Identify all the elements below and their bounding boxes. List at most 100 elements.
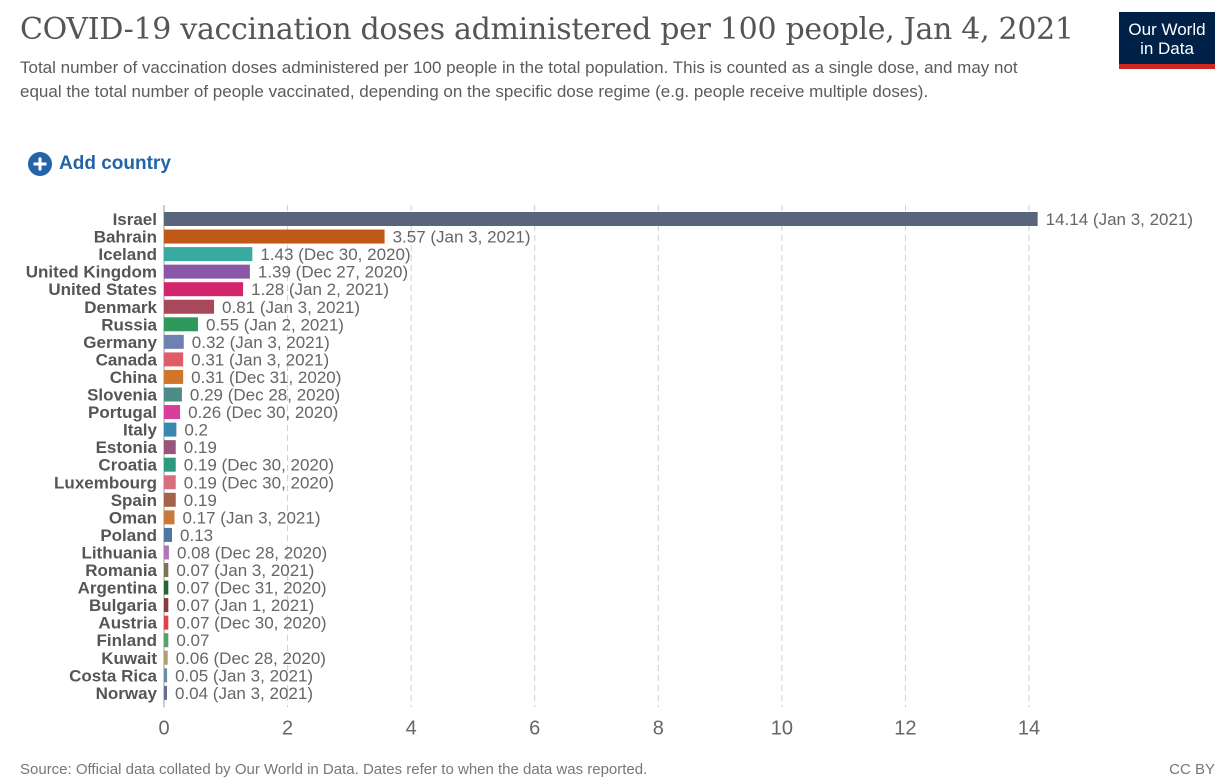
labels: Israel 14.14 (Jan 3, 2021) Bahrain 3.57 (Ja… bbox=[26, 210, 1193, 703]
country-label: Poland bbox=[100, 526, 157, 545]
value-label: 0.07 (Dec 30, 2020) bbox=[176, 614, 326, 633]
value-label: 0.29 (Dec 28, 2020) bbox=[190, 386, 340, 405]
bar-bulgaria[interactable] bbox=[164, 598, 169, 613]
bar-denmark[interactable] bbox=[164, 299, 215, 314]
license-link[interactable]: CC BY bbox=[1169, 761, 1215, 778]
logo-line-2: in Data bbox=[1140, 39, 1194, 58]
bar-finland[interactable] bbox=[164, 633, 169, 648]
x-tick-label: 0 bbox=[158, 717, 169, 739]
country-label: Italy bbox=[123, 421, 158, 440]
bar-chart: Israel 14.14 (Jan 3, 2021) Bahrain 3.57 (Ja… bbox=[26, 205, 1193, 739]
country-label: Croatia bbox=[98, 456, 157, 475]
bar-kuwait[interactable] bbox=[164, 650, 168, 665]
country-label: Austria bbox=[98, 614, 157, 633]
value-label: 0.19 (Dec 30, 2020) bbox=[184, 473, 334, 492]
owid-logo[interactable]: Our World in Data bbox=[1119, 12, 1215, 69]
bar-united-kingdom[interactable] bbox=[164, 264, 250, 279]
value-label: 0.05 (Jan 3, 2021) bbox=[175, 666, 313, 685]
x-tick-label: 12 bbox=[894, 717, 916, 739]
bar-romania[interactable] bbox=[164, 563, 169, 577]
country-label: Bulgaria bbox=[89, 596, 158, 615]
bar-canada[interactable] bbox=[164, 352, 184, 367]
country-label: Bahrain bbox=[94, 228, 157, 247]
country-label: Russia bbox=[101, 315, 157, 334]
plus-circle-icon bbox=[28, 152, 52, 176]
bar-norway[interactable] bbox=[164, 685, 167, 700]
value-label: 0.19 (Dec 30, 2020) bbox=[184, 456, 334, 475]
bar-argentina[interactable] bbox=[164, 580, 169, 595]
bar-russia[interactable] bbox=[164, 317, 198, 332]
country-label: United Kingdom bbox=[26, 263, 157, 282]
value-label: 0.04 (Jan 3, 2021) bbox=[175, 684, 313, 703]
country-label: Costa Rica bbox=[69, 666, 157, 685]
bar-united-states[interactable] bbox=[164, 282, 244, 297]
value-label: 0.08 (Dec 28, 2020) bbox=[177, 543, 327, 562]
country-label: Estonia bbox=[96, 438, 158, 457]
value-label: 0.2 bbox=[184, 421, 208, 440]
value-label: 0.07 (Jan 1, 2021) bbox=[176, 596, 314, 615]
bars bbox=[164, 212, 1038, 700]
bar-luxembourg[interactable] bbox=[164, 475, 176, 490]
logo-accent-bar bbox=[1119, 64, 1215, 69]
x-tick-label: 8 bbox=[653, 717, 664, 739]
x-tick-label: 6 bbox=[529, 717, 540, 739]
value-label: 14.14 (Jan 3, 2021) bbox=[1046, 210, 1193, 229]
bar-italy[interactable] bbox=[164, 422, 177, 437]
bar-poland[interactable] bbox=[164, 527, 173, 542]
value-label: 0.55 (Jan 2, 2021) bbox=[206, 315, 344, 334]
value-label: 0.31 (Dec 31, 2020) bbox=[191, 368, 341, 387]
chart-title: COVID-19 vaccination doses administered … bbox=[20, 12, 1074, 47]
chart-subtitle: Total number of vaccination doses admini… bbox=[20, 58, 1018, 101]
country-label: Spain bbox=[111, 491, 157, 510]
bar-bahrain[interactable] bbox=[164, 229, 385, 244]
bar-portugal[interactable] bbox=[164, 405, 181, 420]
bar-estonia[interactable] bbox=[164, 440, 176, 455]
country-label: Finland bbox=[97, 631, 157, 650]
country-label: Kuwait bbox=[101, 649, 157, 668]
value-label: 0.32 (Jan 3, 2021) bbox=[192, 333, 330, 352]
bar-lithuania[interactable] bbox=[164, 545, 169, 560]
value-label: 0.81 (Jan 3, 2021) bbox=[222, 298, 360, 317]
country-label: Romania bbox=[85, 561, 157, 580]
source-note: Source: Official data collated by Our Wo… bbox=[20, 761, 648, 778]
add-country-label: Add country bbox=[59, 153, 171, 174]
value-label: 0.07 bbox=[176, 631, 209, 650]
value-label: 0.07 (Dec 31, 2020) bbox=[176, 579, 326, 598]
country-label: Portugal bbox=[88, 403, 157, 422]
bar-china[interactable] bbox=[164, 369, 184, 384]
x-tick-label: 4 bbox=[406, 717, 417, 739]
country-label: Israel bbox=[113, 210, 157, 229]
value-label: 0.13 bbox=[180, 526, 213, 545]
x-tick-label: 2 bbox=[282, 717, 293, 739]
country-label: Canada bbox=[96, 350, 158, 369]
bar-israel[interactable] bbox=[164, 212, 1038, 226]
value-label: 0.26 (Dec 30, 2020) bbox=[188, 403, 338, 422]
value-label: 0.17 (Jan 3, 2021) bbox=[183, 508, 321, 527]
bar-germany[interactable] bbox=[164, 334, 184, 349]
value-label: 0.31 (Jan 3, 2021) bbox=[191, 350, 329, 369]
country-label: Germany bbox=[83, 333, 157, 352]
value-label: 0.06 (Dec 28, 2020) bbox=[176, 649, 326, 668]
bar-oman[interactable] bbox=[164, 510, 175, 525]
add-country-button[interactable]: Add country bbox=[28, 152, 171, 176]
country-label: Norway bbox=[96, 684, 158, 703]
country-label: Lithuania bbox=[81, 543, 157, 562]
bar-iceland[interactable] bbox=[164, 247, 253, 262]
logo-line-1: Our World bbox=[1128, 20, 1206, 39]
bar-slovenia[interactable] bbox=[164, 387, 182, 402]
value-label: 0.07 (Jan 3, 2021) bbox=[176, 561, 314, 580]
grid-lines bbox=[163, 205, 1030, 708]
x-tick-label: 14 bbox=[1018, 717, 1040, 739]
value-label: 1.28 (Jan 2, 2021) bbox=[251, 280, 389, 299]
country-label: Oman bbox=[109, 508, 157, 527]
country-label: China bbox=[110, 368, 158, 387]
value-label: 3.57 (Jan 3, 2021) bbox=[393, 228, 531, 247]
value-label: 1.43 (Dec 30, 2020) bbox=[260, 245, 410, 264]
bar-austria[interactable] bbox=[164, 615, 169, 630]
country-label: United States bbox=[48, 280, 157, 299]
value-label: 1.39 (Dec 27, 2020) bbox=[258, 263, 408, 282]
country-label: Argentina bbox=[78, 579, 158, 598]
bar-spain[interactable] bbox=[164, 492, 176, 507]
bar-costa-rica[interactable] bbox=[164, 668, 168, 683]
bar-croatia[interactable] bbox=[164, 457, 176, 472]
